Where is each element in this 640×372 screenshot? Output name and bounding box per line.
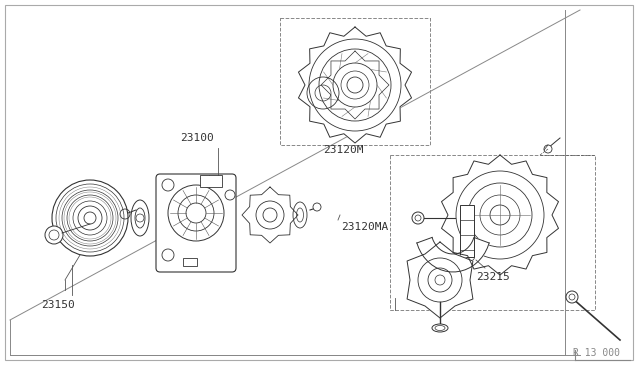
Circle shape: [45, 226, 63, 244]
Circle shape: [544, 145, 552, 153]
Polygon shape: [407, 242, 473, 318]
Text: 23215: 23215: [476, 272, 509, 282]
FancyBboxPatch shape: [156, 174, 236, 272]
Text: R 13 000: R 13 000: [573, 348, 620, 358]
Text: 23120M: 23120M: [323, 145, 364, 155]
Text: 23100: 23100: [180, 133, 214, 143]
Text: 23150: 23150: [41, 300, 75, 310]
Circle shape: [566, 291, 578, 303]
Circle shape: [313, 203, 321, 211]
Polygon shape: [417, 237, 489, 272]
Ellipse shape: [432, 324, 448, 332]
Bar: [460, 205, 474, 257]
Polygon shape: [321, 51, 389, 119]
Circle shape: [412, 212, 424, 224]
Bar: [200, 175, 222, 187]
Polygon shape: [442, 155, 559, 275]
Polygon shape: [242, 187, 298, 243]
Bar: [183, 258, 197, 266]
Text: 23120MA: 23120MA: [341, 222, 388, 232]
Polygon shape: [298, 27, 412, 143]
